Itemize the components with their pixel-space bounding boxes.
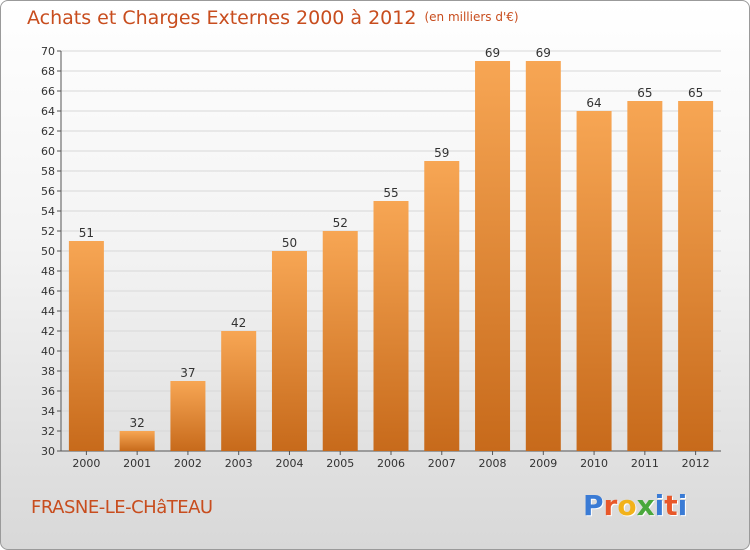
bar-2012 — [678, 101, 714, 451]
y-tick-label: 32 — [41, 425, 55, 438]
bar-2007 — [424, 161, 460, 451]
x-tick-label-2003: 2003 — [225, 457, 253, 470]
y-tick-label: 62 — [41, 125, 55, 138]
bar-2000 — [68, 241, 104, 451]
value-label-2002: 37 — [180, 366, 195, 380]
bar-2006 — [373, 201, 409, 451]
y-tick-label: 48 — [41, 265, 55, 278]
logo-letter: i — [654, 489, 665, 522]
chart-title-text: Achats et Charges Externes 2000 à 2012 — [27, 7, 417, 29]
y-tick-label: 66 — [41, 85, 55, 98]
y-tick-label: 40 — [41, 345, 55, 358]
x-tick-label-2009: 2009 — [529, 457, 557, 470]
chart-title: Achats et Charges Externes 2000 à 2012 (e… — [27, 7, 519, 29]
bar-2005 — [322, 231, 358, 451]
y-tick-label: 54 — [41, 205, 55, 218]
logo-letter: P — [583, 489, 604, 522]
bar-2008 — [475, 61, 511, 451]
value-label-2001: 32 — [130, 416, 145, 430]
logo-letter: o — [617, 489, 637, 522]
value-label-2005: 52 — [333, 216, 348, 230]
x-tick-label-2010: 2010 — [580, 457, 608, 470]
bar-2011 — [627, 101, 663, 451]
value-label-2012: 65 — [688, 86, 703, 100]
value-label-2006: 55 — [383, 186, 398, 200]
labels: 30 32 34 36 38 40 42 44 46 48 50 52 54 56 58 60 62 64 66 68… — [41, 45, 710, 470]
y-tick-label: 52 — [41, 225, 55, 238]
bar-2001 — [119, 431, 155, 451]
y-tick-label: 34 — [41, 405, 55, 418]
x-tick-label-2007: 2007 — [428, 457, 456, 470]
bar-2004 — [271, 251, 307, 451]
y-tick-label: 56 — [41, 185, 55, 198]
bar-2002 — [170, 381, 206, 451]
x-tick-label-2004: 2004 — [275, 457, 303, 470]
x-tick-label-2012: 2012 — [682, 457, 710, 470]
y-tick-label: 36 — [41, 385, 55, 398]
x-tick-label-2006: 2006 — [377, 457, 405, 470]
value-label-2008: 69 — [485, 46, 500, 60]
commune-name: FRASNE-LE-CHâTEAU — [31, 497, 213, 518]
bar-2003 — [221, 331, 257, 451]
bars — [68, 61, 714, 451]
y-tick-label: 38 — [41, 365, 55, 378]
y-tick-label: 70 — [41, 45, 55, 58]
y-tick-label: 42 — [41, 325, 55, 338]
logo-letter: t — [664, 489, 678, 522]
chart-unit-label: (en milliers d'€) — [424, 10, 519, 24]
y-tick-label: 50 — [41, 245, 55, 258]
value-label-2007: 59 — [434, 146, 449, 160]
logo-letter: r — [603, 489, 618, 522]
proxiti-logo: Proxiti — [583, 489, 687, 522]
value-label-2009: 69 — [536, 46, 551, 60]
value-label-2000: 51 — [79, 226, 94, 240]
logo-letter: i — [677, 489, 688, 522]
value-label-2010: 64 — [586, 96, 601, 110]
x-tick-label-2005: 2005 — [326, 457, 354, 470]
y-tick-label: 58 — [41, 165, 55, 178]
y-tick-label: 64 — [41, 105, 55, 118]
y-tick-label: 46 — [41, 285, 55, 298]
x-tick-label-2001: 2001 — [123, 457, 151, 470]
bar-2009 — [525, 61, 561, 451]
value-label-2004: 50 — [282, 236, 297, 250]
x-tick-label-2002: 2002 — [174, 457, 202, 470]
x-tick-label-2000: 2000 — [72, 457, 100, 470]
y-tick-label: 44 — [41, 305, 55, 318]
logo-letter: x — [636, 489, 655, 522]
y-tick-label: 60 — [41, 145, 55, 158]
bar-2010 — [576, 111, 612, 451]
value-label-2003: 42 — [231, 316, 246, 330]
x-tick-label-2008: 2008 — [479, 457, 507, 470]
y-tick-label: 68 — [41, 65, 55, 78]
y-tick-label: 30 — [41, 445, 55, 458]
value-label-2011: 65 — [637, 86, 652, 100]
x-tick-label-2011: 2011 — [631, 457, 659, 470]
